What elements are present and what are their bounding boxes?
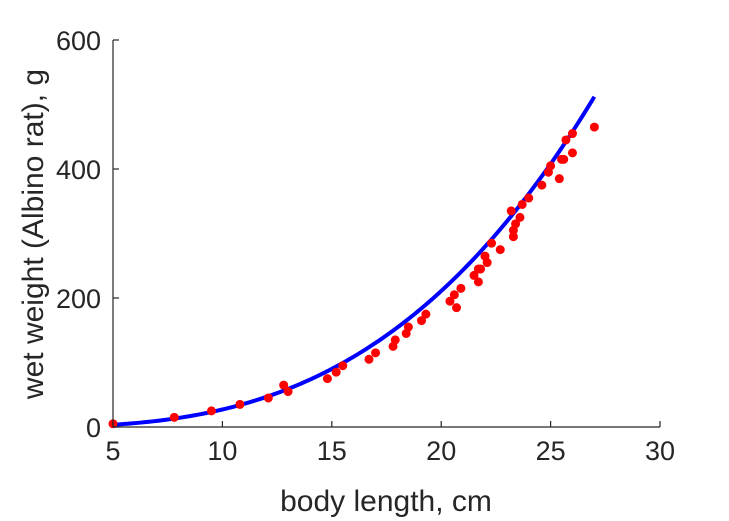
data-point bbox=[169, 412, 179, 422]
data-point bbox=[235, 399, 245, 409]
data-point bbox=[567, 129, 577, 139]
data-point bbox=[515, 212, 525, 222]
x-tick-label: 25 bbox=[536, 436, 566, 466]
data-point bbox=[456, 283, 466, 293]
x-axis-label: body length, cm bbox=[280, 485, 492, 518]
data-point bbox=[589, 122, 599, 132]
data-point bbox=[561, 135, 571, 145]
x-tick-label: 15 bbox=[317, 436, 347, 466]
data-point bbox=[567, 148, 577, 158]
data-point bbox=[331, 367, 341, 377]
data-point bbox=[482, 258, 492, 268]
y-tick-label: 200 bbox=[56, 284, 101, 314]
data-point bbox=[476, 264, 486, 274]
data-point bbox=[487, 238, 497, 248]
data-point bbox=[473, 277, 483, 287]
data-point bbox=[322, 374, 332, 384]
axes: 5 10 15 20 25 30 0 200 400 600 bbox=[56, 26, 675, 466]
y-tick-label: 0 bbox=[86, 413, 101, 443]
data-point bbox=[421, 309, 431, 319]
x-tick-label: 20 bbox=[426, 436, 456, 466]
fit-curve bbox=[112, 95, 597, 427]
data-point bbox=[263, 393, 273, 403]
data-point bbox=[495, 245, 505, 255]
data-point bbox=[417, 316, 427, 326]
data-point bbox=[559, 154, 569, 164]
data-point bbox=[403, 322, 413, 332]
x-tick-label: 5 bbox=[105, 436, 120, 466]
data-point bbox=[364, 354, 374, 364]
data-point bbox=[206, 406, 216, 416]
data-point bbox=[517, 199, 527, 209]
y-tick-label: 600 bbox=[56, 26, 101, 56]
x-tick-label: 30 bbox=[645, 436, 675, 466]
data-point bbox=[469, 270, 479, 280]
data-point bbox=[554, 174, 564, 184]
data-point bbox=[390, 335, 400, 345]
data-point bbox=[508, 232, 518, 242]
data-point bbox=[445, 296, 455, 306]
data-point bbox=[511, 219, 521, 229]
y-tick-label: 400 bbox=[56, 155, 101, 185]
data-point bbox=[546, 161, 556, 171]
data-point bbox=[283, 387, 293, 397]
data-point bbox=[506, 206, 516, 216]
data-point bbox=[452, 303, 462, 313]
data-point bbox=[279, 380, 289, 390]
data-point bbox=[449, 290, 459, 300]
data-point bbox=[338, 361, 348, 371]
data-point bbox=[524, 193, 534, 203]
y-axis-label: wet weight (Albino rat), g bbox=[17, 69, 50, 400]
data-point bbox=[371, 348, 381, 358]
x-tick-label: 10 bbox=[207, 436, 237, 466]
plot-area bbox=[108, 95, 599, 429]
data-point bbox=[537, 180, 547, 190]
